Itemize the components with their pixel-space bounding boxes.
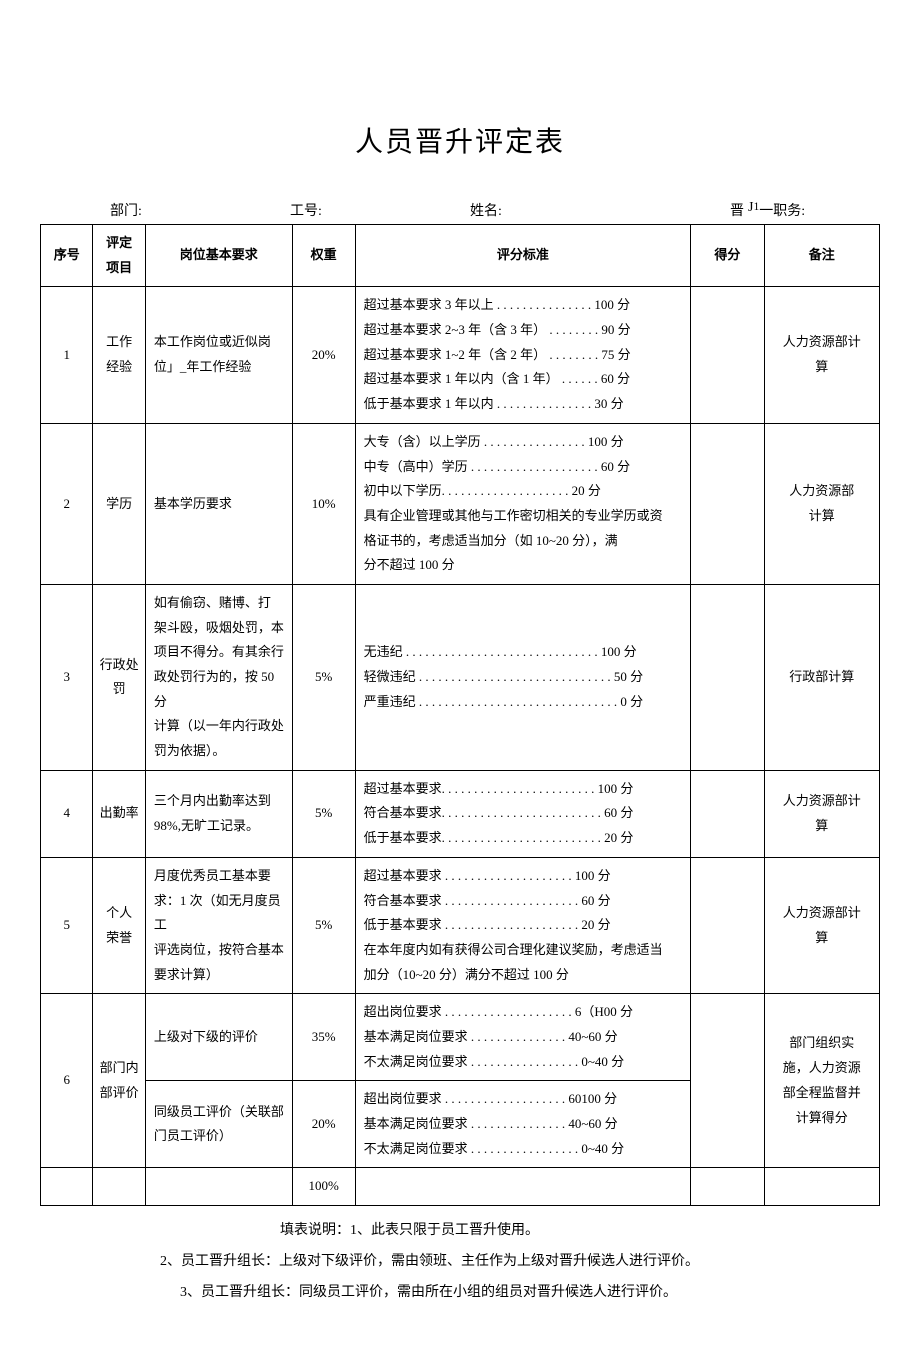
cell-weight: 20%	[292, 1081, 355, 1168]
note-1: 填表说明：1、此表只限于员工晋升使用。	[40, 1216, 880, 1247]
cell-criteria: 无违纪 . . . . . . . . . . . . . . . . . . …	[355, 584, 691, 770]
page-title: 人员晋升评定表	[40, 120, 880, 160]
cell-weight: 5%	[292, 770, 355, 857]
cell-item: 出勤率	[93, 770, 145, 857]
cell-no: 1	[41, 287, 93, 423]
col-no: 序号	[41, 225, 93, 287]
table-row: 5个人荣誉月度优秀员工基本要求：1 次（如无月度员工评选岗位，按符合基本要求计算…	[41, 857, 880, 993]
cell-score[interactable]	[691, 423, 764, 584]
cell-weight: 5%	[292, 857, 355, 993]
table-row: 4出勤率三个月内出勤率达到98%,无旷工记录。5%超过基本要求. . . . .…	[41, 770, 880, 857]
cell-no: 5	[41, 857, 93, 993]
note-2: 2、员工晋升组长：上级对下级评价，需由领班、主任作为上级对晋升候选人进行评价。	[40, 1247, 880, 1278]
dept-label: 部门:	[110, 200, 142, 220]
cell-empty	[41, 1168, 93, 1206]
cell-remark: 部门组织实施，人力资源部全程监督并计算得分	[764, 994, 879, 1168]
cell-empty	[764, 1168, 879, 1206]
cell-empty	[93, 1168, 145, 1206]
cell-criteria: 超过基本要求. . . . . . . . . . . . . . . . . …	[355, 770, 691, 857]
cell-item: 行政处罚	[93, 584, 145, 770]
cell-score[interactable]	[691, 770, 764, 857]
cell-item: 部门内部评价	[93, 994, 145, 1168]
name-label: 姓名:	[470, 200, 502, 220]
cell-req: 本工作岗位或近似岗位」_年工作经验	[145, 287, 292, 423]
cell-criteria: 超出岗位要求 . . . . . . . . . . . . . . . . .…	[355, 994, 691, 1081]
table-row: 3行政处罚如有偷窃、赌博、打架斗殴，吸烟处罚，本项目不得分。有其余行政处罚行为的…	[41, 584, 880, 770]
col-item: 评定 项目	[93, 225, 145, 287]
cell-no: 2	[41, 423, 93, 584]
table-row: 2学历基本学历要求10%大专（含）以上学历 . . . . . . . . . …	[41, 423, 880, 584]
cell-no: 3	[41, 584, 93, 770]
col-weight: 权重	[292, 225, 355, 287]
cell-item: 学历	[93, 423, 145, 584]
col-score: 得分	[691, 225, 764, 287]
cell-total-weight: 100%	[292, 1168, 355, 1206]
cell-empty	[691, 1168, 764, 1206]
note-3: 3、员工晋升组长：同级员工评价，需由所在小组的组员对晋升候选人进行评价。	[40, 1278, 880, 1309]
cell-req: 同级员工评价（关联部门员工评价）	[145, 1081, 292, 1168]
cell-weight: 5%	[292, 584, 355, 770]
col-req: 岗位基本要求	[145, 225, 292, 287]
cell-req: 上级对下级的评价	[145, 994, 292, 1081]
cell-criteria: 大专（含）以上学历 . . . . . . . . . . . . . . . …	[355, 423, 691, 584]
cell-weight: 20%	[292, 287, 355, 423]
evaluation-table: 序号 评定 项目 岗位基本要求 权重 评分标准 得分 备注 1工作经验本工作岗位…	[40, 224, 880, 1206]
cell-item: 工作经验	[93, 287, 145, 423]
table-header-row: 序号 评定 项目 岗位基本要求 权重 评分标准 得分 备注	[41, 225, 880, 287]
cell-empty	[355, 1168, 691, 1206]
cell-req: 月度优秀员工基本要求：1 次（如无月度员工评选岗位，按符合基本要求计算）	[145, 857, 292, 993]
col-criteria: 评分标准	[355, 225, 691, 287]
cell-remark: 行政部计算	[764, 584, 879, 770]
table-row: 6部门内部评价上级对下级的评价35%超出岗位要求 . . . . . . . .…	[41, 994, 880, 1081]
cell-criteria: 超过基本要求 3 年以上 . . . . . . . . . . . . . .…	[355, 287, 691, 423]
cell-item: 个人荣誉	[93, 857, 145, 993]
cell-no: 4	[41, 770, 93, 857]
cell-no: 6	[41, 994, 93, 1168]
table-total-row: 100%	[41, 1168, 880, 1206]
cell-req: 三个月内出勤率达到98%,无旷工记录。	[145, 770, 292, 857]
cell-score[interactable]	[691, 857, 764, 993]
promo-label: 晋	[730, 200, 744, 220]
cell-score[interactable]	[691, 994, 764, 1168]
cell-criteria: 超出岗位要求 . . . . . . . . . . . . . . . . .…	[355, 1081, 691, 1168]
cell-req: 如有偷窃、赌博、打架斗殴，吸烟处罚，本项目不得分。有其余行政处罚行为的，按 50…	[145, 584, 292, 770]
cell-empty	[145, 1168, 292, 1206]
cell-remark: 人力资源部计算	[764, 423, 879, 584]
cell-remark: 人力资源部计算	[764, 857, 879, 993]
promo-tail: 一职务:	[759, 200, 805, 220]
header-fields: 部门: 工号: 姓名: 晋 J1 一职务:	[40, 200, 880, 220]
col-remark: 备注	[764, 225, 879, 287]
cell-weight: 35%	[292, 994, 355, 1081]
cell-weight: 10%	[292, 423, 355, 584]
cell-score[interactable]	[691, 584, 764, 770]
id-label: 工号:	[290, 200, 322, 220]
cell-req: 基本学历要求	[145, 423, 292, 584]
cell-remark: 人力资源部计算	[764, 770, 879, 857]
cell-remark: 人力资源部计算	[764, 287, 879, 423]
cell-score[interactable]	[691, 287, 764, 423]
notes-section: 填表说明：1、此表只限于员工晋升使用。 2、员工晋升组长：上级对下级评价，需由领…	[40, 1216, 880, 1308]
cell-criteria: 超过基本要求 . . . . . . . . . . . . . . . . .…	[355, 857, 691, 993]
table-row: 1工作经验本工作岗位或近似岗位」_年工作经验20%超过基本要求 3 年以上 . …	[41, 287, 880, 423]
